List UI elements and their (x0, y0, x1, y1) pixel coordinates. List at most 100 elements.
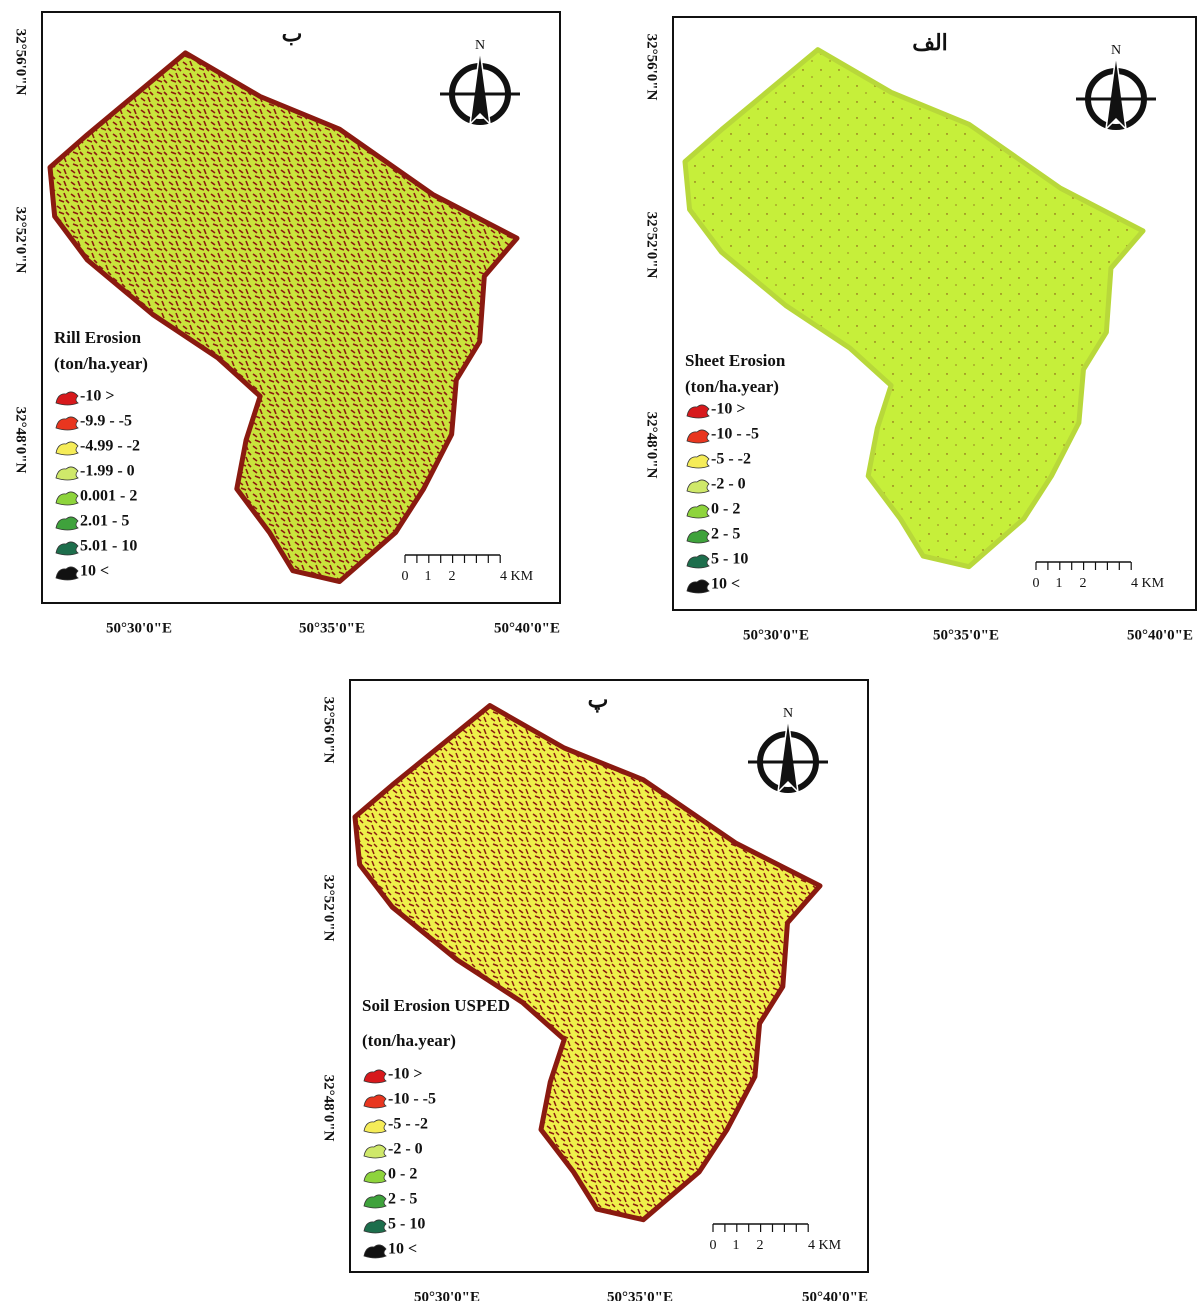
legend-swatch (55, 541, 79, 556)
legend-swatch (686, 504, 710, 519)
legend-swatch (55, 416, 79, 431)
scale-label: 1 (733, 1238, 740, 1253)
scale-label: 2 (1080, 576, 1087, 591)
scale-label: 4 KM (500, 569, 534, 584)
north-needle (468, 49, 492, 127)
watershed (352, 703, 823, 1223)
legend-label: 5 - 10 (388, 1216, 425, 1233)
scale-label: 4 KM (1131, 576, 1165, 591)
legend-label: -10 > (80, 388, 114, 405)
legend-label: 5 - 10 (711, 551, 748, 568)
scale-label: 0 (402, 569, 409, 584)
legend-swatch (363, 1169, 387, 1184)
lat-label: 32°52'0"N (644, 212, 660, 279)
legend-label: -9.9 - -5 (80, 413, 132, 430)
map-panel: الف N Sheet Erosion (ton/ha.year) -10 > -10 -… (644, 16, 1197, 643)
legend-swatch (55, 566, 79, 581)
lat-label: 32°48'0"N (321, 1075, 337, 1142)
lon-label: 50°40'0"E (494, 620, 560, 636)
scale-label: 1 (1056, 576, 1063, 591)
lon-label: 50°40'0"E (1127, 627, 1193, 643)
lon-label: 50°30'0"E (106, 620, 172, 636)
scale-label: 4 KM (808, 1238, 842, 1253)
legend-label: -10 > (388, 1066, 422, 1083)
legend-label: -5 - -2 (711, 451, 751, 468)
scale-label: 2 (449, 569, 456, 584)
legend-label: -1.99 - 0 (80, 463, 135, 480)
north-arrow: N (1076, 43, 1156, 132)
scale-label: 0 (1033, 576, 1040, 591)
north-label: N (783, 706, 793, 721)
legend-label: 0.001 - 2 (80, 488, 137, 505)
scale-label: 2 (757, 1238, 764, 1253)
lat-label: 32°48'0"N (644, 412, 660, 479)
legend-swatch (686, 454, 710, 469)
legend-swatch (686, 404, 710, 419)
map-title: ب (282, 21, 303, 46)
lat-label: 32°52'0"N (321, 875, 337, 942)
legend-label: -2 - 0 (388, 1141, 423, 1158)
legend-label: -10 - -5 (388, 1091, 436, 1108)
legend-swatch (363, 1244, 387, 1259)
lon-label: 50°35'0"E (607, 1289, 673, 1301)
legend-title: (ton/ha.year) (362, 1031, 456, 1050)
legend-swatch (55, 441, 79, 456)
legend-swatch (363, 1194, 387, 1209)
lon-label: 50°35'0"E (933, 627, 999, 643)
legend-label: 2.01 - 5 (80, 513, 129, 530)
lon-label: 50°30'0"E (414, 1289, 480, 1301)
lat-label: 32°56'0"N (644, 34, 660, 101)
legend-swatch (363, 1094, 387, 1109)
map-panel: ب N Rill Erosion (ton/ha.year) -10 > -9.9 - -… (13, 11, 561, 636)
lat-label: 32°52'0"N (13, 207, 29, 274)
legend-label: -2 - 0 (711, 476, 746, 493)
legend-swatch (686, 429, 710, 444)
legend-label: 0 - 2 (711, 501, 740, 518)
lon-label: 50°30'0"E (743, 627, 809, 643)
legend-title: (ton/ha.year) (54, 354, 148, 373)
legend-swatch (363, 1069, 387, 1084)
legend-label: 5.01 - 10 (80, 538, 137, 555)
lat-label: 32°48'0"N (13, 407, 29, 474)
north-label: N (475, 38, 485, 53)
legend-title: (ton/ha.year) (685, 377, 779, 396)
legend-swatch (363, 1119, 387, 1134)
lon-label: 50°35'0"E (299, 620, 365, 636)
legend-swatch (363, 1144, 387, 1159)
legend-label: 0 - 2 (388, 1166, 417, 1183)
legend-swatch (55, 391, 79, 406)
watershed (47, 50, 520, 585)
legend-label: -10 - -5 (711, 426, 759, 443)
lon-label: 50°40'0"E (802, 1289, 868, 1301)
watershed (682, 47, 1146, 570)
legend-label: -10 > (711, 401, 745, 418)
scale-label: 0 (710, 1238, 717, 1253)
legend-swatch (686, 479, 710, 494)
legend-title: Rill Erosion (54, 328, 142, 347)
legend-swatch (55, 466, 79, 481)
legend-swatch (55, 516, 79, 531)
legend-swatch (686, 579, 710, 594)
legend-title: Soil Erosion USPED (362, 996, 510, 1015)
scale-label: 1 (425, 569, 432, 584)
legend-swatch (363, 1219, 387, 1234)
north-label: N (1111, 43, 1121, 58)
legend-label: -5 - -2 (388, 1116, 428, 1133)
legend-swatch (686, 554, 710, 569)
north-needle (1104, 54, 1128, 132)
map-title: الف (912, 30, 948, 55)
north-needle (776, 717, 800, 795)
north-arrow: N (440, 38, 520, 127)
legend-swatch (686, 529, 710, 544)
legend-label: 10 < (711, 576, 740, 593)
legend-label: 2 - 5 (711, 526, 740, 543)
legend-label: 10 < (80, 563, 109, 580)
map-title: پ (588, 687, 609, 714)
legend-label: 10 < (388, 1241, 417, 1258)
lat-label: 32°56'0"N (321, 697, 337, 764)
legend-label: 2 - 5 (388, 1191, 417, 1208)
map-panel: پ N Soil Erosion USPED (ton/ha.year) -10 > -1… (321, 679, 869, 1301)
legend-title: Sheet Erosion (685, 351, 786, 370)
